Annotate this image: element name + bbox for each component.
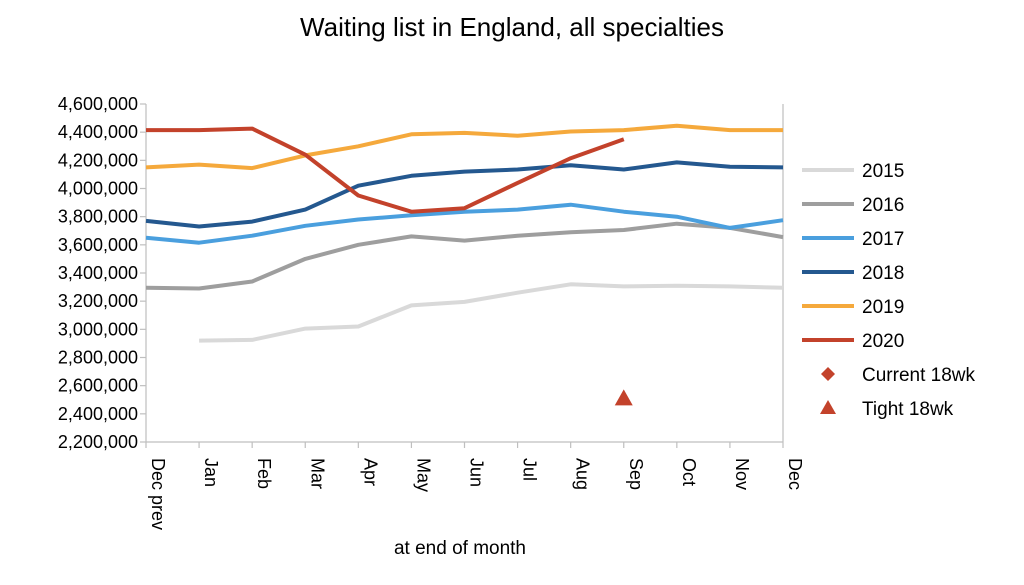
legend-label-2020: 2020	[862, 331, 904, 352]
legend-label-2016: 2016	[862, 195, 904, 216]
y-tick-label: 4,600,000	[58, 94, 138, 114]
legend-label-2015: 2015	[862, 161, 904, 182]
y-tick-label: 4,000,000	[58, 179, 138, 199]
x-tick-label: Jun	[467, 458, 487, 487]
legend-label-2017: 2017	[862, 229, 904, 250]
series-line-2015	[199, 282, 784, 343]
x-tick-label: May	[413, 458, 433, 492]
y-tick-label: 3,800,000	[58, 207, 138, 227]
y-tick-label: 2,200,000	[58, 432, 138, 452]
series-line-2017	[145, 202, 784, 245]
y-tick-label: 2,600,000	[58, 376, 138, 396]
chart-legend: 2015 2016 2017 2018 2019 2020 Current 18wk Tigh…	[802, 161, 975, 420]
series-line-2020	[146, 126, 625, 214]
x-tick-label: Apr	[360, 458, 380, 486]
x-tick-label: Nov	[732, 458, 752, 490]
y-tick-label: 3,200,000	[58, 291, 138, 311]
y-tick-label: 3,400,000	[58, 263, 138, 283]
legend-label-2018: 2018	[862, 263, 904, 284]
x-tick-label: Dec	[785, 458, 805, 490]
y-tick-label: 2,800,000	[58, 348, 138, 368]
y-tick-label: 4,200,000	[58, 150, 138, 170]
x-tick-label: Mar	[307, 458, 327, 489]
y-tick-label: 4,400,000	[58, 122, 138, 142]
marker-tight-18wk	[614, 389, 633, 406]
y-tick-label: 2,400,000	[58, 404, 138, 424]
legend-label-2019: 2019	[862, 297, 904, 318]
marker-layer	[614, 389, 633, 406]
y-tick-label: 3,600,000	[58, 235, 138, 255]
series-layer	[145, 123, 784, 343]
chart-axes: 2,200,000 2,400,000 2,600,000 2,800,000 3,00…	[58, 94, 805, 530]
x-tick-label: Aug	[573, 458, 593, 490]
legend-swatch-current-18wk	[821, 367, 835, 381]
series-line-2018	[145, 160, 784, 229]
x-axis-label: at end of month	[393, 538, 527, 559]
x-tick-label: Jan	[201, 458, 221, 487]
x-tick-label: Dec prev	[148, 458, 168, 530]
x-tick-label: Jul	[520, 458, 540, 481]
legend-swatch-tight-18wk	[820, 400, 836, 414]
legend-label-current-18wk: Current 18wk	[862, 365, 975, 386]
x-tick-label: Oct	[679, 458, 699, 486]
series-line-2019	[145, 123, 783, 171]
x-tick-label: Feb	[254, 458, 274, 489]
series-line-2016	[145, 221, 784, 291]
x-tick-label: Sep	[626, 458, 646, 490]
legend-label-tight-18wk: Tight 18wk	[862, 399, 954, 420]
chart-title: Waiting list in England, all specialties	[300, 12, 724, 42]
y-tick-label: 3,000,000	[58, 319, 138, 339]
